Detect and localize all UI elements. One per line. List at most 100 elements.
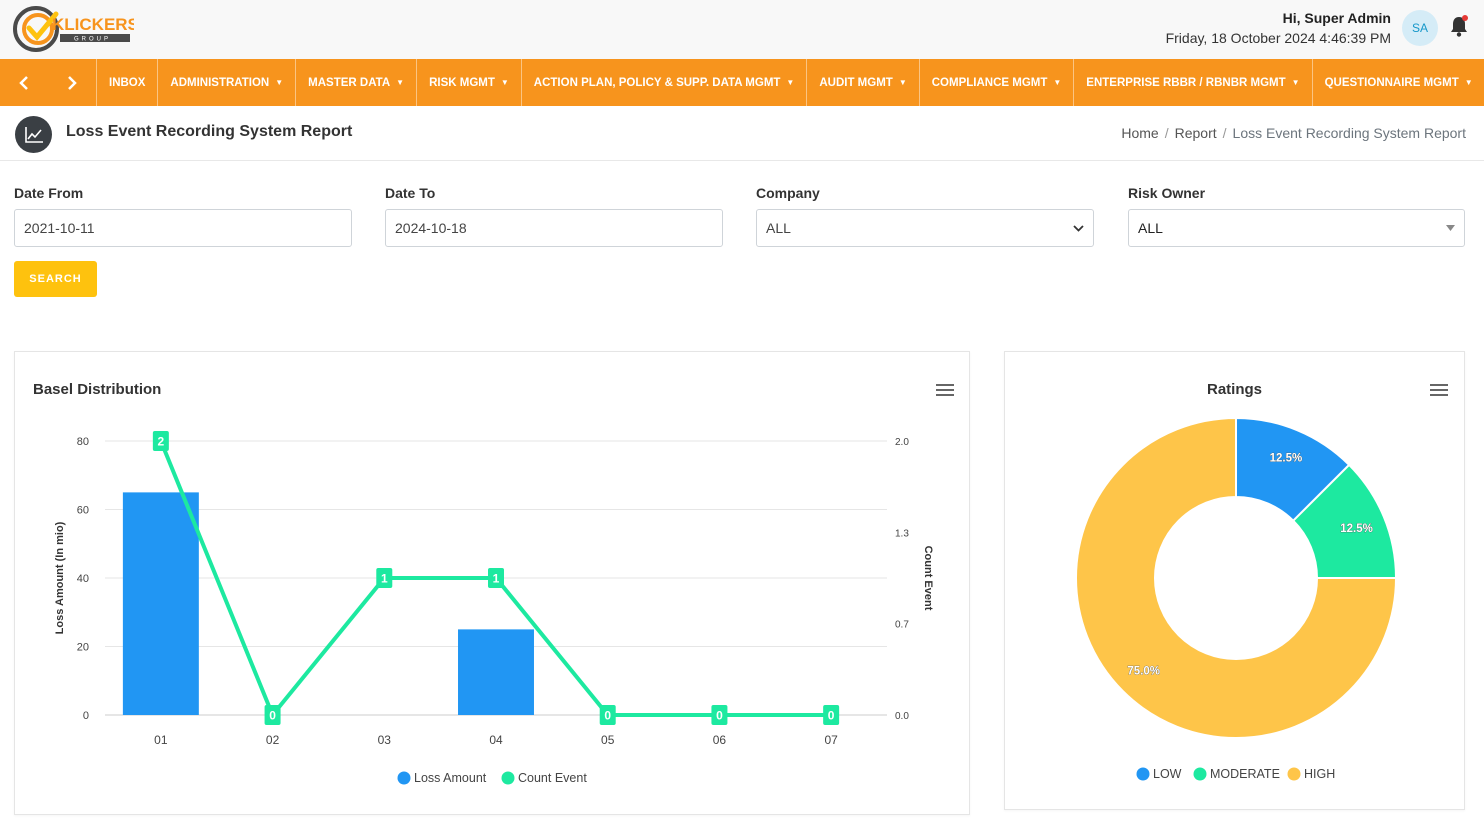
x-tick-label: 04 — [489, 733, 503, 747]
nav-item-risk-mgmt[interactable]: RISK MGMT ▼ — [417, 59, 522, 106]
y-tick-label: 80 — [77, 436, 89, 448]
nav-item-enterprise-rbbr[interactable]: ENTERPRISE RBBR / RBNBR MGMT ▼ — [1074, 59, 1313, 106]
y-tick-label: 20 — [77, 642, 89, 654]
donut-data-label: 12.5% — [1270, 452, 1303, 464]
company-value: ALL — [766, 220, 791, 236]
count-event-data-label: 0 — [604, 709, 611, 723]
user-greeting: Hi, Super Admin — [1282, 10, 1391, 26]
caret-down-icon: ▼ — [898, 78, 907, 87]
nav-scroll-controls — [0, 59, 97, 106]
count-event-data-label: 0 — [716, 709, 723, 723]
y2-tick-label: 0.7 — [895, 620, 909, 631]
count-event-data-label: 0 — [269, 709, 276, 723]
chevron-down-icon — [1073, 224, 1084, 232]
caret-down-icon: ▼ — [1464, 78, 1473, 87]
breadcrumb-report[interactable]: Report — [1174, 125, 1217, 141]
svg-text:KLICKERS: KLICKERS — [52, 15, 134, 34]
filter-risk-owner: Risk Owner ALL — [1128, 185, 1465, 247]
breadcrumb: Home / Report / Loss Event Recording System … — [1121, 125, 1466, 141]
date-from-value: 2021-10-11 — [24, 220, 95, 236]
chevron-left-icon — [19, 75, 28, 90]
x-tick-label: 03 — [378, 733, 392, 747]
ratings-card: Ratings 12.5% 12.5% 75.0% LOW MODERATE HIGH — [1004, 351, 1465, 810]
company-select[interactable]: ALL — [756, 209, 1094, 247]
legend-marker-count-event — [501, 771, 515, 785]
nav-item-label: ADMINISTRATION — [170, 76, 270, 89]
legend-marker-high — [1287, 767, 1301, 781]
ratings-donut-chart: 12.5% 12.5% 75.0% LOW MODERATE HIGH — [1075, 416, 1398, 781]
risk-owner-value: ALL — [1138, 220, 1163, 236]
nav-item-administration[interactable]: ADMINISTRATION ▼ — [158, 59, 297, 106]
company-label: Company — [756, 185, 820, 201]
nav-item-label: INBOX — [109, 76, 146, 89]
line-chart-icon — [15, 116, 52, 153]
legend-marker-loss-amount — [397, 771, 411, 785]
date-to-input[interactable]: 2024-10-18 — [385, 209, 723, 247]
nav-item-inbox[interactable]: INBOX — [97, 59, 159, 106]
x-tick-label: 07 — [824, 733, 838, 747]
y-tick-label: 60 — [77, 505, 89, 517]
nav-item-label: ENTERPRISE RBBR / RBNBR MGMT — [1086, 76, 1286, 89]
nav-prev-button[interactable] — [0, 59, 48, 106]
caret-down-icon: ▼ — [1291, 78, 1300, 87]
donut-slice-high — [1075, 416, 1398, 739]
nav-item-compliance-mgmt[interactable]: COMPLIANCE MGMT ▼ — [920, 59, 1075, 106]
date-from-input[interactable]: 2021-10-11 — [14, 209, 352, 247]
count-event-point — [599, 705, 616, 725]
notification-bell-icon[interactable] — [1449, 14, 1469, 38]
ratings-chart-title: Ratings — [1206, 381, 1262, 398]
klickers-logo[interactable]: KLICKERS GROUP — [12, 4, 134, 54]
date-to-value: 2024-10-18 — [395, 220, 467, 236]
y2-tick-label: 0.0 — [895, 711, 909, 722]
risk-owner-select[interactable]: ALL — [1128, 209, 1465, 247]
nav-next-button[interactable] — [48, 59, 96, 106]
top-header: KLICKERS GROUP Hi, Super Admin Friday, 1… — [0, 0, 1484, 59]
nav-item-label: QUESTIONNAIRE MGMT — [1324, 76, 1459, 89]
nav-item-label: COMPLIANCE MGMT — [931, 76, 1048, 89]
nav-item-questionnaire-mgmt[interactable]: QUESTIONNAIRE MGMT ▼ — [1313, 59, 1484, 106]
basel-chart-title: Basel Distribution — [33, 381, 162, 398]
x-tick-label: 02 — [266, 733, 280, 747]
breadcrumb-separator: / — [1164, 125, 1169, 141]
caret-down-icon: ▼ — [786, 78, 795, 87]
count-event-data-label: 2 — [158, 435, 165, 449]
nav-item-label: AUDIT MGMT — [819, 76, 893, 89]
chart-menu-icon[interactable] — [936, 384, 954, 398]
filter-date-to: Date To 2024-10-18 — [385, 185, 723, 247]
user-avatar[interactable]: SA — [1402, 10, 1438, 46]
y-tick-label: 0 — [83, 710, 89, 722]
breadcrumb-home[interactable]: Home — [1121, 125, 1159, 141]
nav-item-label: ACTION PLAN, POLICY & SUPP. DATA MGMT — [533, 76, 781, 89]
breadcrumb-separator: / — [1222, 125, 1227, 141]
chevron-right-icon — [68, 75, 77, 90]
filter-date-from: Date From 2021-10-11 — [14, 185, 352, 247]
legend-label-low: LOW — [1153, 767, 1182, 781]
date-from-label: Date From — [14, 185, 84, 201]
breadcrumb-current: Loss Event Recording System Report — [1232, 125, 1466, 141]
count-event-point — [711, 705, 728, 725]
date-to-label: Date To — [385, 185, 436, 201]
y2-axis-title: Count Event — [922, 546, 934, 611]
legend-label-loss-amount: Loss Amount — [414, 771, 487, 785]
legend-label-count-event: Count Event — [518, 771, 587, 785]
chart-menu-icon[interactable] — [1430, 384, 1448, 398]
legend-marker-low — [1136, 767, 1150, 781]
count-event-point — [488, 568, 504, 588]
count-event-point — [376, 568, 393, 588]
caret-down-icon: ▼ — [396, 78, 405, 87]
nav-item-master-data[interactable]: MASTER DATA ▼ — [296, 59, 418, 106]
search-button[interactable]: SEARCH — [14, 261, 97, 297]
legend-label-moderate: MODERATE — [1210, 767, 1280, 781]
count-event-point — [152, 431, 169, 451]
y2-tick-label: 2.0 — [895, 437, 909, 448]
x-tick-label: 01 — [154, 733, 168, 747]
current-datetime: Friday, 18 October 2024 4:46:39 PM — [1165, 30, 1391, 46]
count-event-data-label: 0 — [828, 709, 835, 723]
x-tick-label: 05 — [601, 733, 615, 747]
caret-down-icon: ▼ — [1053, 78, 1062, 87]
nav-item-action-plan[interactable]: ACTION PLAN, POLICY & SUPP. DATA MGMT ▼ — [522, 59, 808, 106]
caret-down-icon: ▼ — [500, 78, 509, 87]
main-nav: INBOX ADMINISTRATION ▼ MASTER DATA ▼ RISK … — [0, 59, 1484, 106]
nav-item-audit-mgmt[interactable]: AUDIT MGMT ▼ — [807, 59, 920, 106]
svg-text:GROUP: GROUP — [74, 37, 111, 43]
